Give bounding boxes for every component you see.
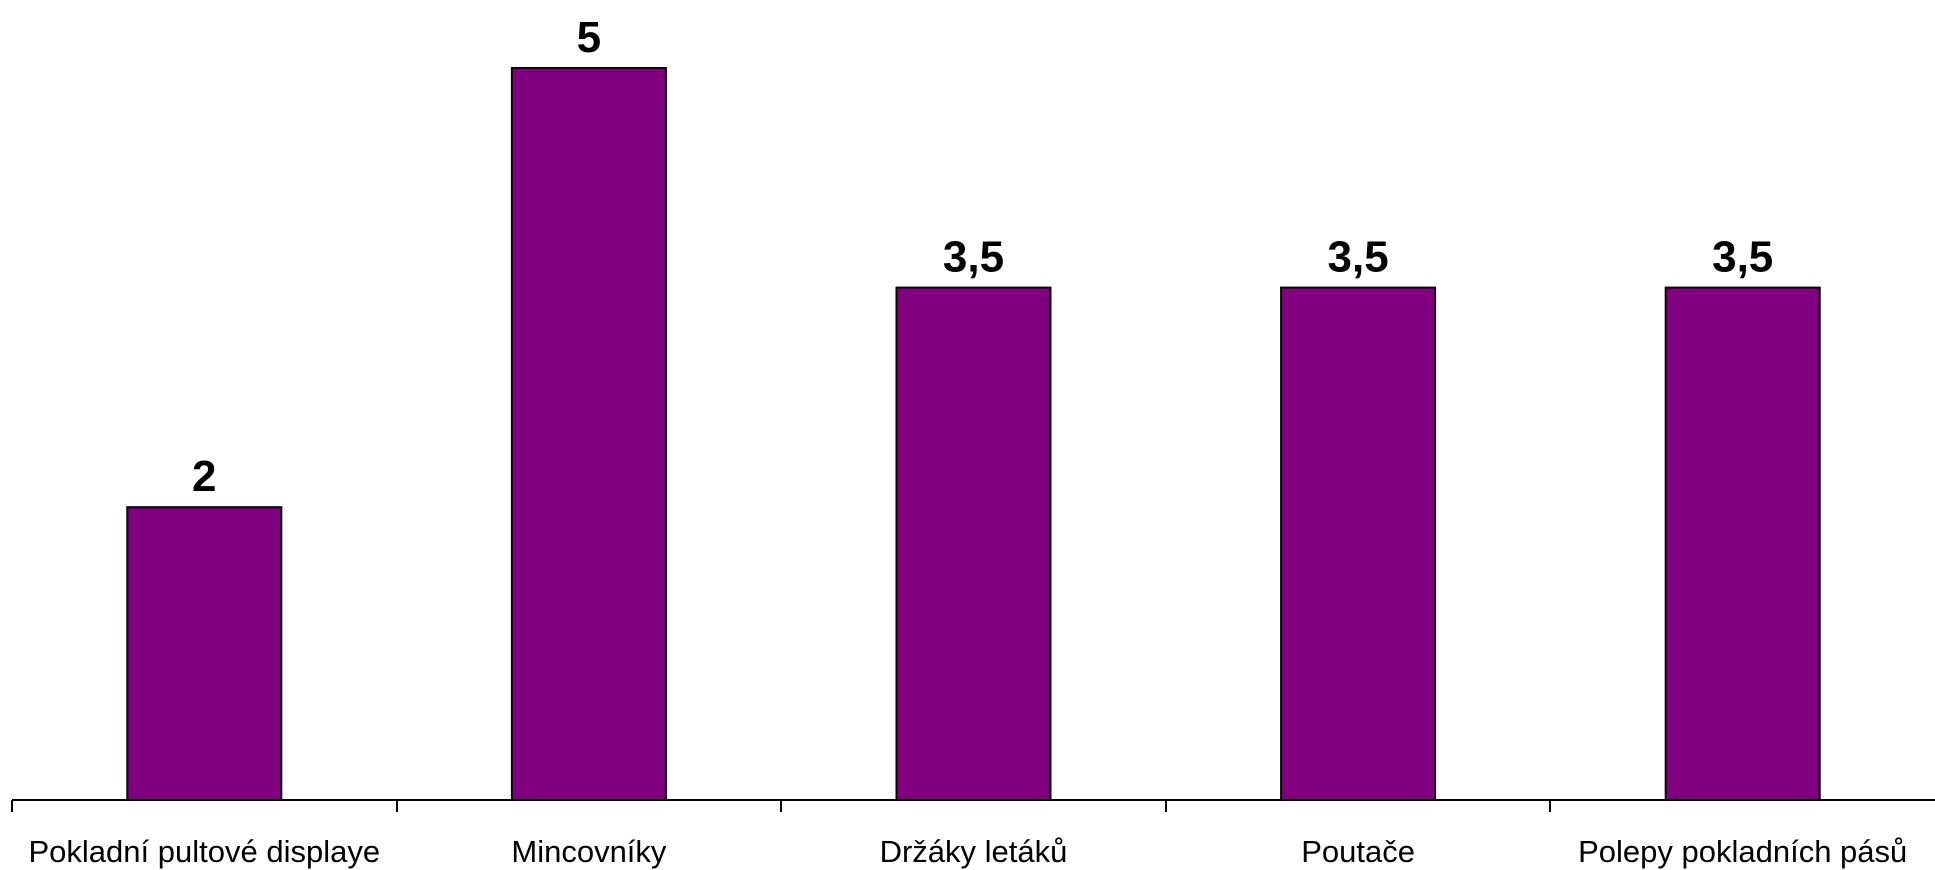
category-label: Pokladní pultové displaye: [29, 834, 381, 869]
category-label: Poutače: [1301, 834, 1415, 869]
bar-value-label: 2: [192, 452, 216, 501]
category-label: Polepy pokladních pásů: [1578, 834, 1907, 869]
bars-group: [126, 67, 1821, 802]
bar: [510, 67, 667, 801]
category-labels-group: Pokladní pultové displaye Mincovníky Držák…: [29, 834, 1908, 869]
bar: [895, 286, 1052, 802]
bar: [1664, 286, 1821, 802]
data-labels-group: 2 5 3,5 3,5 3,5: [192, 13, 1773, 501]
x-axis-ticks-group: [11, 800, 1551, 812]
bar: [126, 506, 283, 801]
bar-value-label: 3,5: [943, 233, 1004, 282]
bar-value-label: 3,5: [1328, 233, 1389, 282]
bar: [1280, 286, 1437, 802]
bar-value-label: 3,5: [1712, 233, 1773, 282]
bar-value-label: 5: [577, 13, 601, 62]
category-label: Mincovníky: [511, 834, 667, 869]
category-label: Držáky letáků: [880, 834, 1068, 869]
